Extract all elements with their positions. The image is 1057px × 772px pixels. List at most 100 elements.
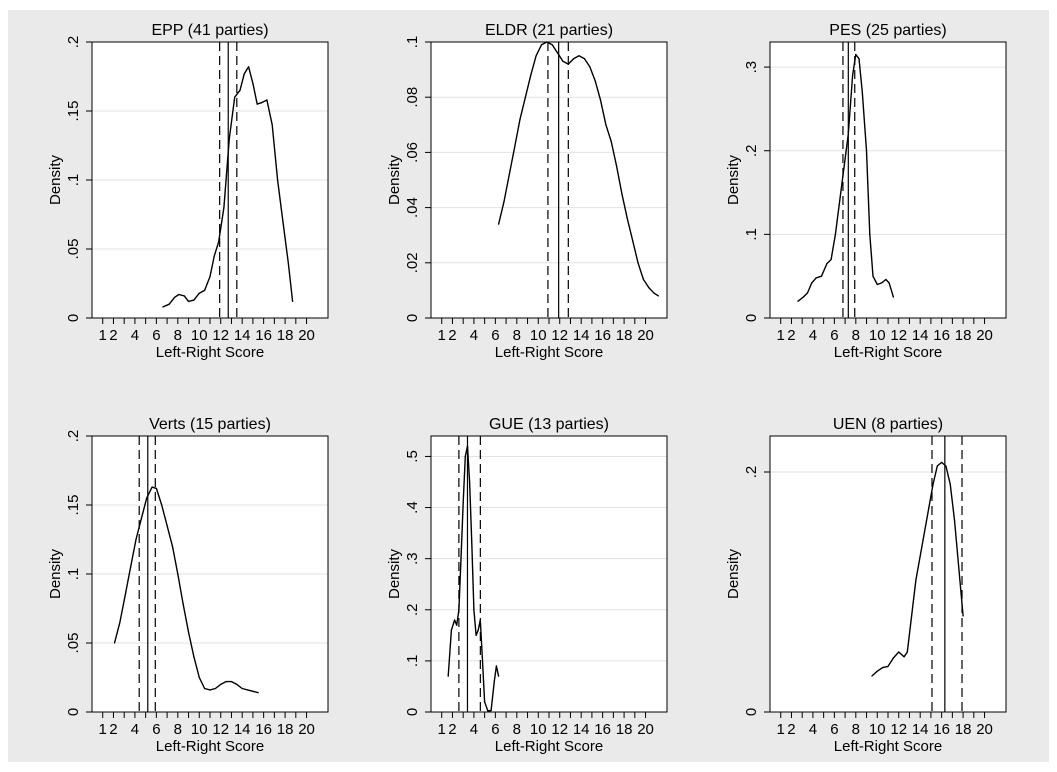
density-point bbox=[282, 220, 284, 222]
density-point bbox=[911, 615, 913, 617]
density-point bbox=[243, 73, 245, 75]
density-point bbox=[223, 207, 225, 209]
density-point bbox=[524, 96, 527, 98]
x-tick-label: 16 bbox=[594, 327, 611, 344]
x-tick-label: 20 bbox=[637, 721, 654, 738]
density-point bbox=[802, 296, 804, 298]
density-point bbox=[241, 687, 243, 690]
density-point bbox=[887, 665, 889, 668]
density-point bbox=[941, 461, 943, 463]
x-tick-label: 20 bbox=[637, 327, 654, 344]
x-tick-label: 1 bbox=[99, 327, 107, 344]
density-point bbox=[615, 165, 618, 167]
x-tick-label: 8 bbox=[513, 721, 521, 738]
density-point bbox=[923, 531, 926, 533]
x-tick-label: 12 bbox=[890, 721, 907, 738]
y-tick-label: .2 bbox=[404, 604, 421, 617]
density-point bbox=[155, 487, 157, 490]
density-point bbox=[632, 240, 634, 242]
x-tick-label: 2 bbox=[448, 327, 456, 344]
x-tick-label: 4 bbox=[131, 327, 139, 344]
density-point bbox=[140, 518, 142, 520]
density-point bbox=[469, 481, 471, 483]
y-tick-label: .08 bbox=[404, 87, 421, 108]
x-tick-label: 12 bbox=[551, 327, 568, 344]
density-point bbox=[187, 300, 190, 303]
density-point bbox=[535, 55, 537, 57]
density-point bbox=[530, 74, 532, 76]
density-point bbox=[605, 124, 607, 126]
density-point bbox=[567, 63, 569, 65]
density-point bbox=[182, 603, 184, 605]
density-point bbox=[830, 258, 832, 261]
density-point bbox=[919, 555, 921, 557]
plot-area bbox=[770, 42, 1006, 318]
density-point bbox=[213, 255, 215, 257]
x-axis-title: Left-Right Score bbox=[834, 738, 942, 755]
panel-title: EPP (41 parties) bbox=[151, 22, 268, 39]
x-tick-label: 20 bbox=[298, 721, 315, 738]
density-point bbox=[945, 465, 947, 467]
plot-frame bbox=[769, 435, 1007, 713]
x-tick-label: 14 bbox=[912, 327, 929, 344]
x-tick-label: 16 bbox=[933, 721, 950, 738]
density-point bbox=[266, 99, 268, 101]
panel-title: GUE (13 parties) bbox=[489, 416, 609, 433]
x-tick-label: 4 bbox=[131, 721, 139, 738]
density-point bbox=[162, 306, 164, 308]
density-point bbox=[477, 629, 479, 631]
plot-area bbox=[431, 42, 667, 318]
density-point bbox=[487, 710, 489, 712]
x-axis-title: Left-Right Score bbox=[495, 344, 603, 361]
density-point bbox=[217, 241, 220, 243]
y-tick-label: .2 bbox=[743, 466, 760, 479]
density-point bbox=[236, 683, 238, 686]
density-point bbox=[847, 133, 849, 135]
density-point bbox=[198, 292, 200, 294]
x-tick-label: 16 bbox=[255, 721, 272, 738]
x-tick-label: 18 bbox=[955, 327, 972, 344]
density-point bbox=[475, 634, 477, 636]
x-tick-label: 18 bbox=[616, 721, 633, 738]
density-point bbox=[151, 486, 153, 488]
x-tick-label: 4 bbox=[470, 327, 478, 344]
x-tick-label: 12 bbox=[890, 327, 907, 344]
density-point bbox=[834, 233, 837, 235]
density-point bbox=[839, 200, 841, 202]
density-point bbox=[454, 619, 456, 621]
plot-frame bbox=[430, 435, 668, 713]
x-tick-label: 6 bbox=[830, 721, 838, 738]
density-point bbox=[648, 287, 650, 289]
y-tick-label: .1 bbox=[65, 174, 82, 187]
density-point bbox=[252, 690, 254, 692]
y-tick-label: .06 bbox=[404, 142, 421, 163]
x-tick-label: 14 bbox=[912, 721, 929, 738]
density-point bbox=[953, 519, 956, 521]
density-point bbox=[949, 483, 951, 485]
x-tick-label: 1 bbox=[438, 721, 446, 738]
x-tick-label: 12 bbox=[212, 327, 229, 344]
density-point bbox=[276, 179, 279, 181]
density-point bbox=[583, 57, 586, 60]
density-point bbox=[915, 579, 917, 581]
density-point bbox=[193, 299, 195, 301]
density-point bbox=[471, 542, 473, 544]
plot-area bbox=[770, 436, 1006, 712]
y-axis-title: Density bbox=[47, 548, 64, 599]
x-tick-label: 6 bbox=[830, 327, 838, 344]
density-line bbox=[797, 53, 895, 302]
x-tick-label: 6 bbox=[491, 327, 499, 344]
density-point bbox=[892, 657, 894, 659]
y-tick-label: 0 bbox=[743, 708, 760, 716]
density-point bbox=[806, 292, 809, 294]
density-point bbox=[880, 282, 883, 284]
y-tick-label: .2 bbox=[65, 36, 82, 49]
density-point bbox=[843, 166, 845, 169]
panel-title: Verts (15 parties) bbox=[149, 416, 271, 433]
x-tick-label: 8 bbox=[852, 327, 860, 344]
y-tick-label: .05 bbox=[65, 239, 82, 260]
